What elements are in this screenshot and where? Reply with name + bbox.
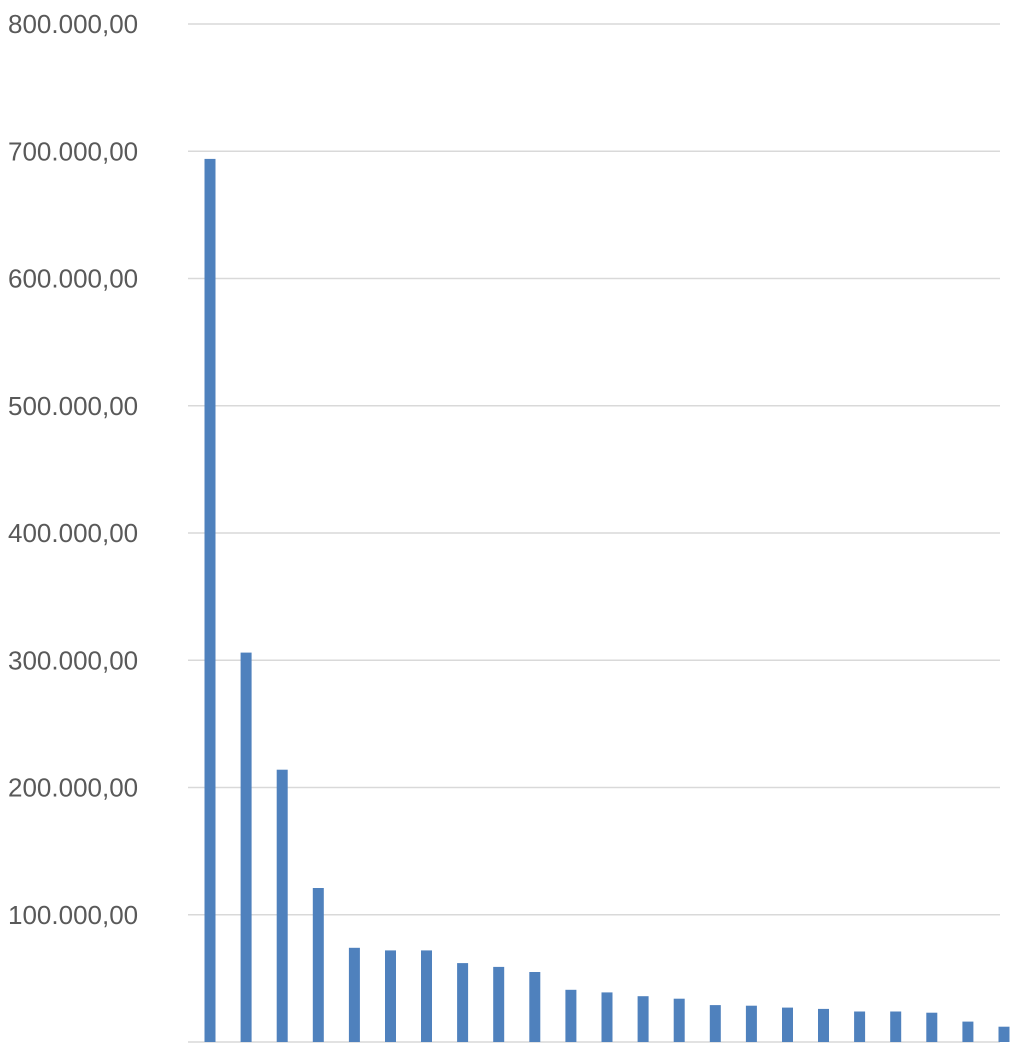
bar bbox=[312, 888, 324, 1042]
y-tick-label: 800.000,00 bbox=[8, 9, 138, 39]
bar bbox=[385, 950, 396, 1042]
bar bbox=[962, 1021, 974, 1042]
y-tick-label: 700.000,00 bbox=[8, 136, 138, 166]
y-axis-tick-labels: 100.000,00 200.000,00 300.000,00 400.000,00… bbox=[8, 9, 138, 930]
bar bbox=[565, 989, 577, 1042]
bar bbox=[782, 1007, 793, 1042]
bar bbox=[998, 1026, 1010, 1042]
y-tick-label: 200.000,00 bbox=[8, 773, 138, 803]
bar bbox=[709, 1005, 721, 1042]
bar bbox=[890, 1011, 902, 1042]
y-tick-label: 100.000,00 bbox=[8, 900, 138, 930]
y-tick-label: 500.000,00 bbox=[8, 391, 138, 421]
bar bbox=[818, 1008, 829, 1042]
bar bbox=[745, 1005, 757, 1042]
bar bbox=[926, 1012, 938, 1042]
bar bbox=[276, 769, 288, 1042]
bar bbox=[348, 947, 360, 1042]
gridlines bbox=[188, 23, 1000, 1043]
y-tick-label: 400.000,00 bbox=[8, 518, 138, 548]
bar bbox=[457, 963, 469, 1042]
bar bbox=[204, 158, 216, 1042]
bar bbox=[421, 950, 432, 1042]
bars bbox=[204, 158, 1010, 1042]
bar bbox=[673, 998, 685, 1042]
y-tick-label: 600.000,00 bbox=[8, 264, 138, 294]
bar bbox=[854, 1011, 866, 1042]
bar bbox=[240, 652, 252, 1042]
bar bbox=[529, 972, 541, 1042]
bar bbox=[493, 966, 505, 1042]
y-tick-label: 300.000,00 bbox=[8, 645, 138, 675]
bar bbox=[601, 992, 613, 1042]
bar bbox=[637, 996, 649, 1042]
